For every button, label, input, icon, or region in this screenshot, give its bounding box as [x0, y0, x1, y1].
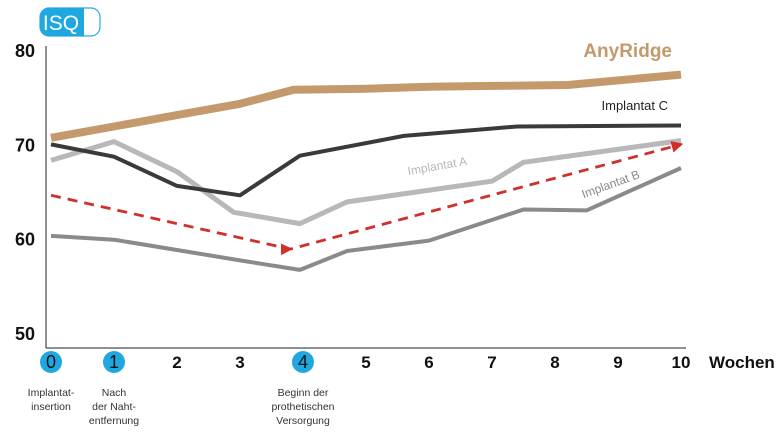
x-annotation-line: Nach	[102, 387, 127, 399]
y-axis-title: ISQ	[43, 12, 79, 35]
x-tick-label: 1	[109, 352, 119, 372]
y-tick-label: 50	[15, 324, 35, 344]
x-tick-label: 7	[487, 353, 496, 372]
x-tick-label: 9	[613, 353, 622, 372]
series-label-anyridge: AnyRidge	[583, 41, 672, 62]
x-annotation-line: der Naht-	[92, 401, 136, 413]
x-axis-unit: Wochen	[709, 353, 775, 372]
x-annotation-line: entfernung	[89, 415, 139, 427]
x-tick-label: 6	[424, 353, 433, 372]
x-annotation-line: Versorgung	[276, 415, 330, 427]
series-line-anyridge	[51, 75, 681, 138]
x-tick-label: 2	[172, 353, 181, 372]
series-label-implantat-b: Implantat B	[580, 167, 642, 201]
y-tick-label: 70	[15, 135, 35, 155]
x-annotation-line: prothetischen	[271, 401, 334, 413]
x-tick-label: 0	[46, 352, 56, 372]
x-tick-label: 8	[550, 353, 559, 372]
x-tick-label: 10	[672, 353, 691, 372]
x-annotation: Implantat-insertion	[28, 387, 75, 413]
x-annotation: Beginn der prothetischen Versorgung	[271, 387, 334, 427]
x-tick-label: 3	[235, 353, 244, 372]
x-annotation-line: Beginn der	[278, 387, 329, 399]
x-tick-label: 4	[298, 352, 308, 372]
x-annotation-line: insertion	[31, 401, 71, 413]
x-annotation-line: Implantat-	[28, 387, 75, 399]
x-tick-label: 5	[361, 353, 370, 372]
y-axis-title-badge: ISQ	[40, 8, 100, 36]
y-tick-label: 80	[15, 41, 35, 61]
series-label-implantat-c: Implantat C	[602, 98, 668, 113]
y-tick-label: 60	[15, 230, 35, 250]
series-label-implantat-a: Implantat A	[407, 154, 469, 178]
series-line-implantat-b	[51, 168, 681, 270]
x-annotation: Nach der Naht-entfernung	[89, 387, 139, 427]
